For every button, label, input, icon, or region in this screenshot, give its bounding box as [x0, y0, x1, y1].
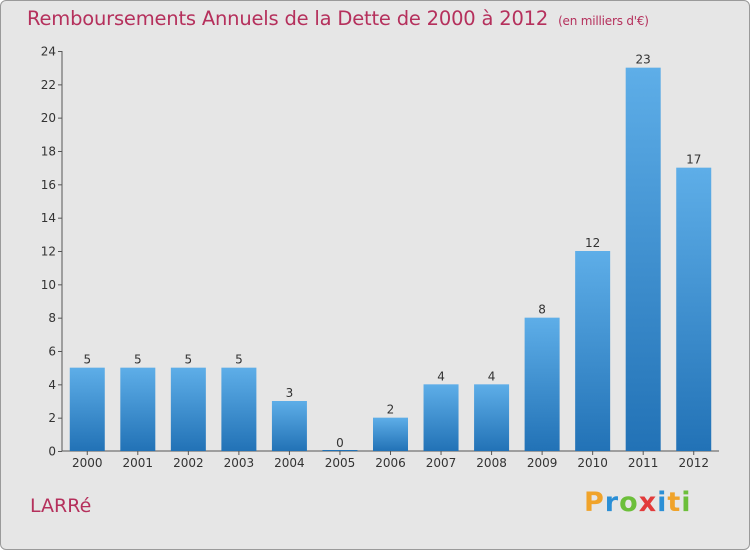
logo-letter: x: [638, 487, 658, 518]
logo-letter: P: [584, 487, 605, 518]
data-label: 4: [437, 369, 445, 383]
y-tick-label: 12: [41, 245, 56, 259]
y-tick-label: 20: [41, 111, 56, 125]
y-tick-label: 18: [41, 145, 56, 159]
y-tick-label: 4: [48, 378, 56, 392]
bar: [120, 367, 156, 451]
data-label: 3: [286, 386, 294, 400]
y-tick-label: 8: [48, 311, 56, 325]
bar: [625, 67, 661, 452]
x-tick-label: 2003: [224, 456, 255, 470]
x-tick-label: 2005: [325, 456, 356, 470]
bar: [221, 367, 257, 451]
x-tick-label: 2004: [274, 456, 305, 470]
data-label: 12: [585, 236, 600, 250]
data-label: 8: [538, 303, 546, 317]
data-label: 17: [686, 153, 701, 167]
logo-letter: r: [604, 487, 620, 518]
bar: [575, 251, 611, 451]
y-tick-label: 22: [41, 78, 56, 92]
town-name: LARRé: [30, 495, 92, 517]
data-label: 5: [185, 353, 193, 367]
bar: [69, 367, 105, 451]
x-tick-label: 2002: [173, 456, 204, 470]
proxiti-logo: Proxiti: [584, 487, 692, 518]
x-tick-label: 2006: [375, 456, 406, 470]
logo-letter: o: [619, 487, 639, 518]
data-label: 2: [387, 403, 395, 417]
labels: 0246810121416182022242000520015200252003…: [41, 45, 709, 471]
bars: [69, 67, 712, 452]
bar: [170, 367, 206, 451]
chart-subtitle: (en milliers d'€): [558, 14, 649, 28]
logo-letter: i: [657, 487, 668, 518]
chart-title: Remboursements Annuels de la Dette de 20…: [27, 7, 649, 30]
x-tick-label: 2010: [577, 456, 608, 470]
bar: [676, 167, 712, 451]
x-tick-label: 2000: [72, 456, 103, 470]
data-label: 5: [235, 353, 243, 367]
data-label: 5: [134, 353, 142, 367]
x-tick-label: 2012: [678, 456, 709, 470]
bar: [524, 317, 560, 451]
x-tick-label: 2009: [527, 456, 558, 470]
logo-letter: i: [681, 487, 692, 518]
data-label: 4: [488, 369, 496, 383]
data-label: 5: [83, 353, 91, 367]
y-tick-label: 24: [41, 45, 56, 59]
bar: [423, 384, 459, 451]
chart-title-text: Remboursements Annuels de la Dette de 20…: [27, 7, 549, 30]
x-tick-label: 2008: [476, 456, 507, 470]
bar: [474, 384, 510, 451]
x-tick-label: 2011: [628, 456, 659, 470]
bar: [271, 401, 307, 451]
y-tick-label: 16: [41, 178, 56, 192]
y-tick-label: 0: [48, 445, 56, 459]
axes: [58, 51, 719, 455]
x-tick-label: 2001: [123, 456, 154, 470]
y-tick-label: 2: [48, 411, 56, 425]
data-label: 23: [636, 53, 651, 67]
logo-letter: t: [667, 487, 682, 518]
y-tick-label: 10: [41, 278, 56, 292]
y-tick-label: 6: [48, 345, 56, 359]
x-tick-label: 2007: [426, 456, 457, 470]
bar: [373, 417, 408, 451]
y-tick-label: 14: [41, 211, 56, 225]
data-label: 0: [336, 436, 344, 450]
